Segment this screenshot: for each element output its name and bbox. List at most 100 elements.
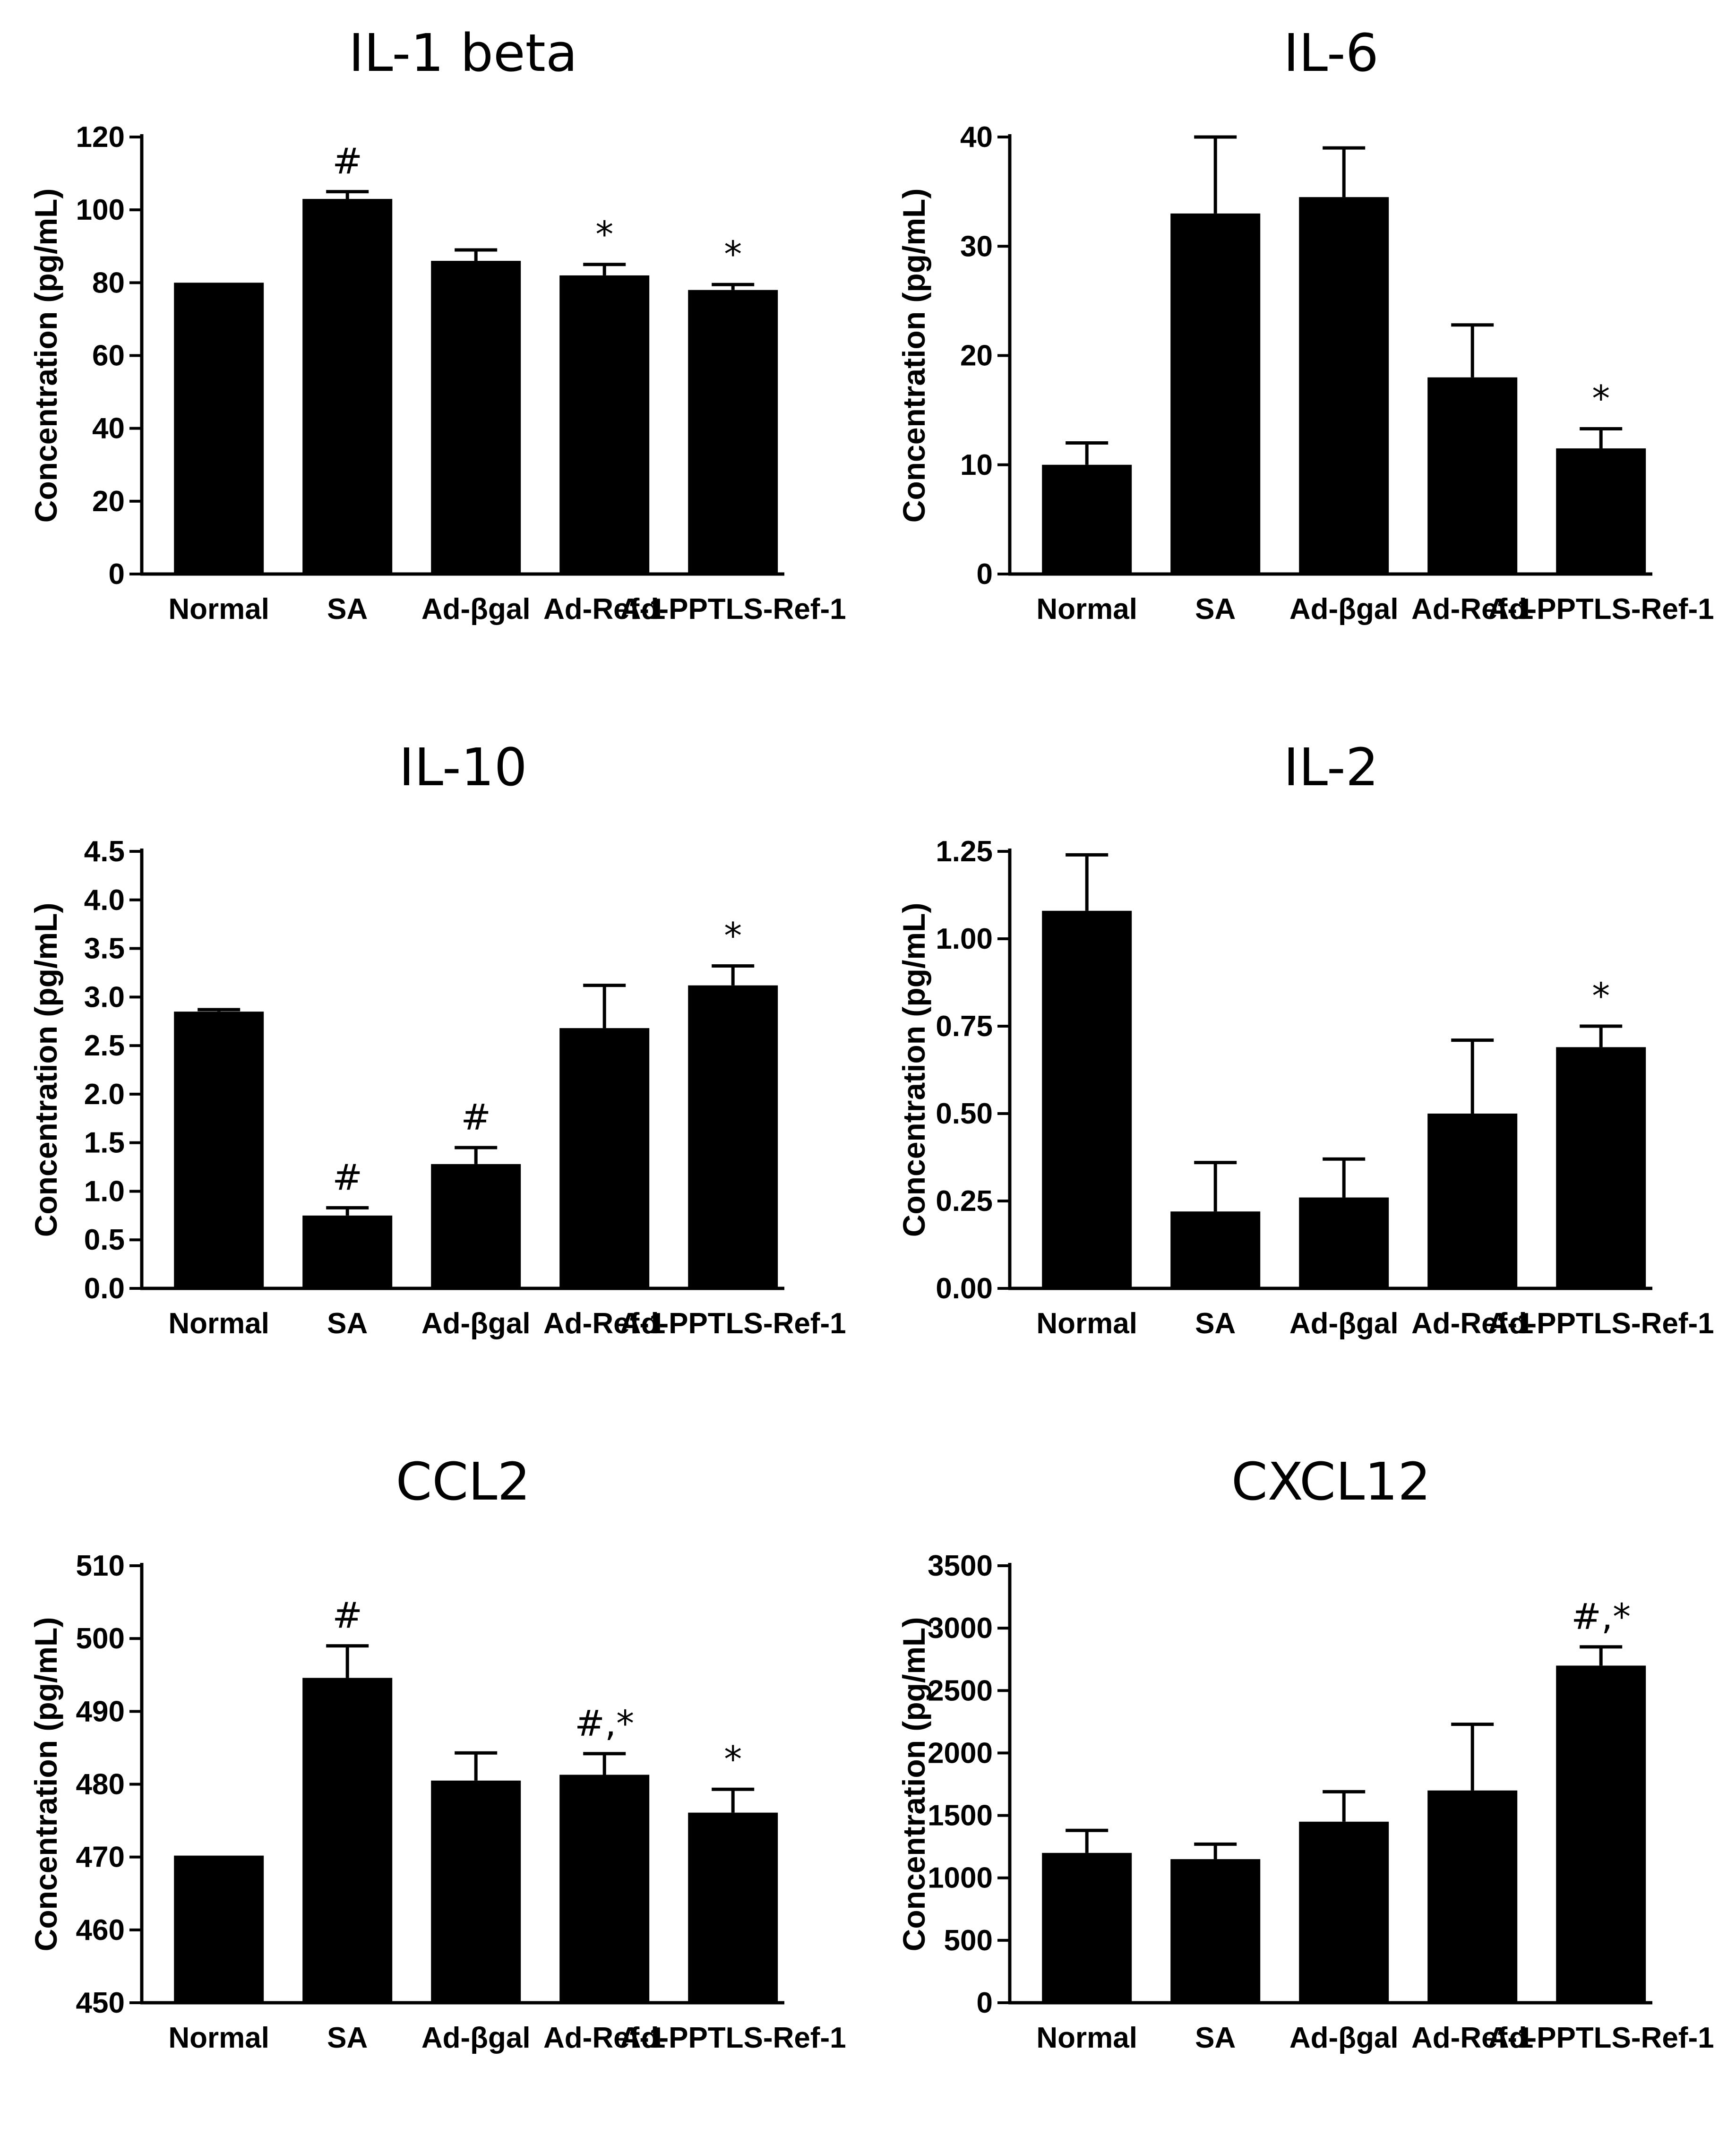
y-tick-label: 470	[76, 1841, 125, 1874]
y-tick-label: 1.5	[84, 1127, 125, 1159]
chart-title: CXCL12	[1231, 1451, 1431, 1512]
y-tick-label: 3.0	[84, 981, 125, 1013]
bar	[559, 1775, 650, 2003]
chart-svg: IL-10 Concentration (pg/mL) 0.0 0.5 1.0 1.5 2.…	[28, 737, 846, 1340]
y-tick-label: 1.00	[936, 923, 993, 955]
y-tick-label: 20	[960, 340, 993, 372]
bar	[302, 1215, 393, 1288]
x-category-label: SA	[1195, 1307, 1236, 1340]
y-axis-label: Concentration (pg/mL)	[28, 1617, 63, 1952]
bar	[559, 275, 650, 574]
x-category-label: SA	[1195, 593, 1236, 626]
x-category-label: Ad-Ref-1	[1411, 593, 1533, 626]
y-tick-label: 4.5	[84, 835, 125, 868]
bar	[174, 283, 264, 574]
bar	[431, 261, 521, 574]
significance-mark: *	[724, 233, 742, 275]
x-category-label: Ad-βgal	[1289, 593, 1399, 626]
y-tick-label: 0	[109, 558, 125, 591]
x-category-label: Normal	[1036, 2022, 1137, 2054]
ccl2-chart: CCL2 Concentration (pg/mL) 450 460 470 480 490…	[0, 1429, 868, 2143]
il2-chart: IL-2 Concentration (pg/mL) 0.00 0.25 0.50 0.7…	[868, 714, 1736, 1429]
x-category-label: Normal	[168, 593, 269, 626]
chart-title: IL-2	[1283, 737, 1378, 798]
y-tick-label: 60	[92, 340, 125, 372]
y-tick-label: 2000	[928, 1737, 993, 1769]
significance-mark: #,*	[575, 1702, 634, 1744]
significance-mark: #	[332, 140, 362, 182]
x-category-label: Ad-PPTLS-Ref-1	[620, 1307, 846, 1340]
chart-svg: IL-6 Concentration (pg/mL) 0 10 20 30 40 Normal…	[896, 23, 1714, 626]
y-tick-label: 40	[92, 412, 125, 445]
bar	[431, 1780, 521, 2003]
x-category-label: Ad-βgal	[1289, 1307, 1399, 1340]
bar	[174, 1855, 264, 2003]
x-category-label: Ad-Ref-1	[543, 1307, 665, 1340]
y-tick-label: 0	[977, 558, 993, 591]
y-tick-label: 100	[76, 194, 125, 226]
x-category-label: Ad-Ref-1	[1411, 1307, 1533, 1340]
y-tick-label: 510	[76, 1550, 125, 1582]
chart-title: IL-6	[1283, 23, 1378, 83]
significance-mark: *	[724, 915, 742, 957]
y-tick-label: 0.5	[84, 1224, 125, 1256]
significance-mark: #	[461, 1096, 491, 1138]
chart-title: IL-1 beta	[349, 23, 577, 83]
bar	[174, 1012, 264, 1288]
il1beta-chart: IL-1 beta Concentration (pg/mL) 0 20 40 60 80 1…	[0, 0, 868, 714]
chart-svg: IL-1 beta Concentration (pg/mL) 0 20 40 60 80 1…	[28, 23, 846, 626]
bar	[1299, 1821, 1389, 2003]
x-category-label: Ad-PPTLS-Ref-1	[1488, 1307, 1714, 1340]
bar	[302, 199, 393, 575]
x-category-label: Ad-βgal	[1289, 2022, 1399, 2054]
y-axis-label: Concentration (pg/mL)	[28, 189, 63, 523]
x-category-label: Ad-PPTLS-Ref-1	[620, 2022, 846, 2054]
x-category-label: Normal	[168, 2022, 269, 2054]
chart-svg: CXCL12 Concentration (pg/mL) 0 500 1000 1500 2…	[896, 1451, 1714, 2054]
y-tick-label: 0.50	[936, 1098, 993, 1130]
x-category-label: Ad-βgal	[421, 2022, 531, 2054]
bar	[1170, 1211, 1261, 1288]
y-axis-label: Concentration (pg/mL)	[896, 189, 931, 523]
significance-mark: *	[1592, 377, 1610, 419]
x-category-label: Normal	[1036, 593, 1137, 626]
x-category-label: Ad-Ref-1	[1411, 2022, 1533, 2054]
bar	[559, 1028, 650, 1288]
bar	[1427, 1114, 1518, 1288]
y-tick-label: 10	[960, 449, 993, 481]
y-axis-label: Concentration (pg/mL)	[896, 1617, 931, 1952]
y-tick-label: 0.25	[936, 1185, 993, 1218]
significance-mark: #	[332, 1156, 362, 1198]
x-category-label: SA	[327, 1307, 368, 1340]
x-category-label: Ad-Ref-1	[543, 593, 665, 626]
y-tick-label: 3.5	[84, 933, 125, 965]
il6-chart: IL-6 Concentration (pg/mL) 0 10 20 30 40 Normal…	[868, 0, 1736, 714]
bar	[688, 985, 778, 1288]
y-tick-label: 1.25	[936, 835, 993, 868]
y-tick-label: 1500	[928, 1800, 993, 1832]
y-tick-label: 80	[92, 266, 125, 299]
y-tick-label: 2500	[928, 1674, 993, 1707]
bar	[302, 1678, 393, 2003]
bar	[431, 1164, 521, 1288]
bar	[1556, 1665, 1646, 2003]
y-tick-label: 500	[944, 1924, 993, 1957]
y-tick-label: 4.0	[84, 884, 125, 917]
y-tick-label: 30	[960, 230, 993, 263]
y-tick-label: 40	[960, 121, 993, 154]
bar	[1556, 448, 1646, 574]
y-tick-label: 1.0	[84, 1175, 125, 1208]
y-tick-label: 500	[76, 1622, 125, 1655]
y-tick-label: 120	[76, 121, 125, 154]
chart-title: CCL2	[396, 1451, 531, 1512]
significance-mark: *	[595, 213, 613, 255]
x-category-label: Ad-Ref-1	[543, 2022, 665, 2054]
significance-mark: #	[332, 1595, 362, 1637]
cxcl12-chart: CXCL12 Concentration (pg/mL) 0 500 1000 1500 2…	[868, 1429, 1736, 2143]
x-category-label: Ad-PPTLS-Ref-1	[1488, 2022, 1714, 2054]
bar	[1042, 464, 1132, 574]
bar	[688, 1812, 778, 2003]
chart-title: IL-10	[399, 737, 527, 798]
y-tick-label: 0.00	[936, 1272, 993, 1305]
x-category-label: SA	[1195, 2022, 1236, 2054]
